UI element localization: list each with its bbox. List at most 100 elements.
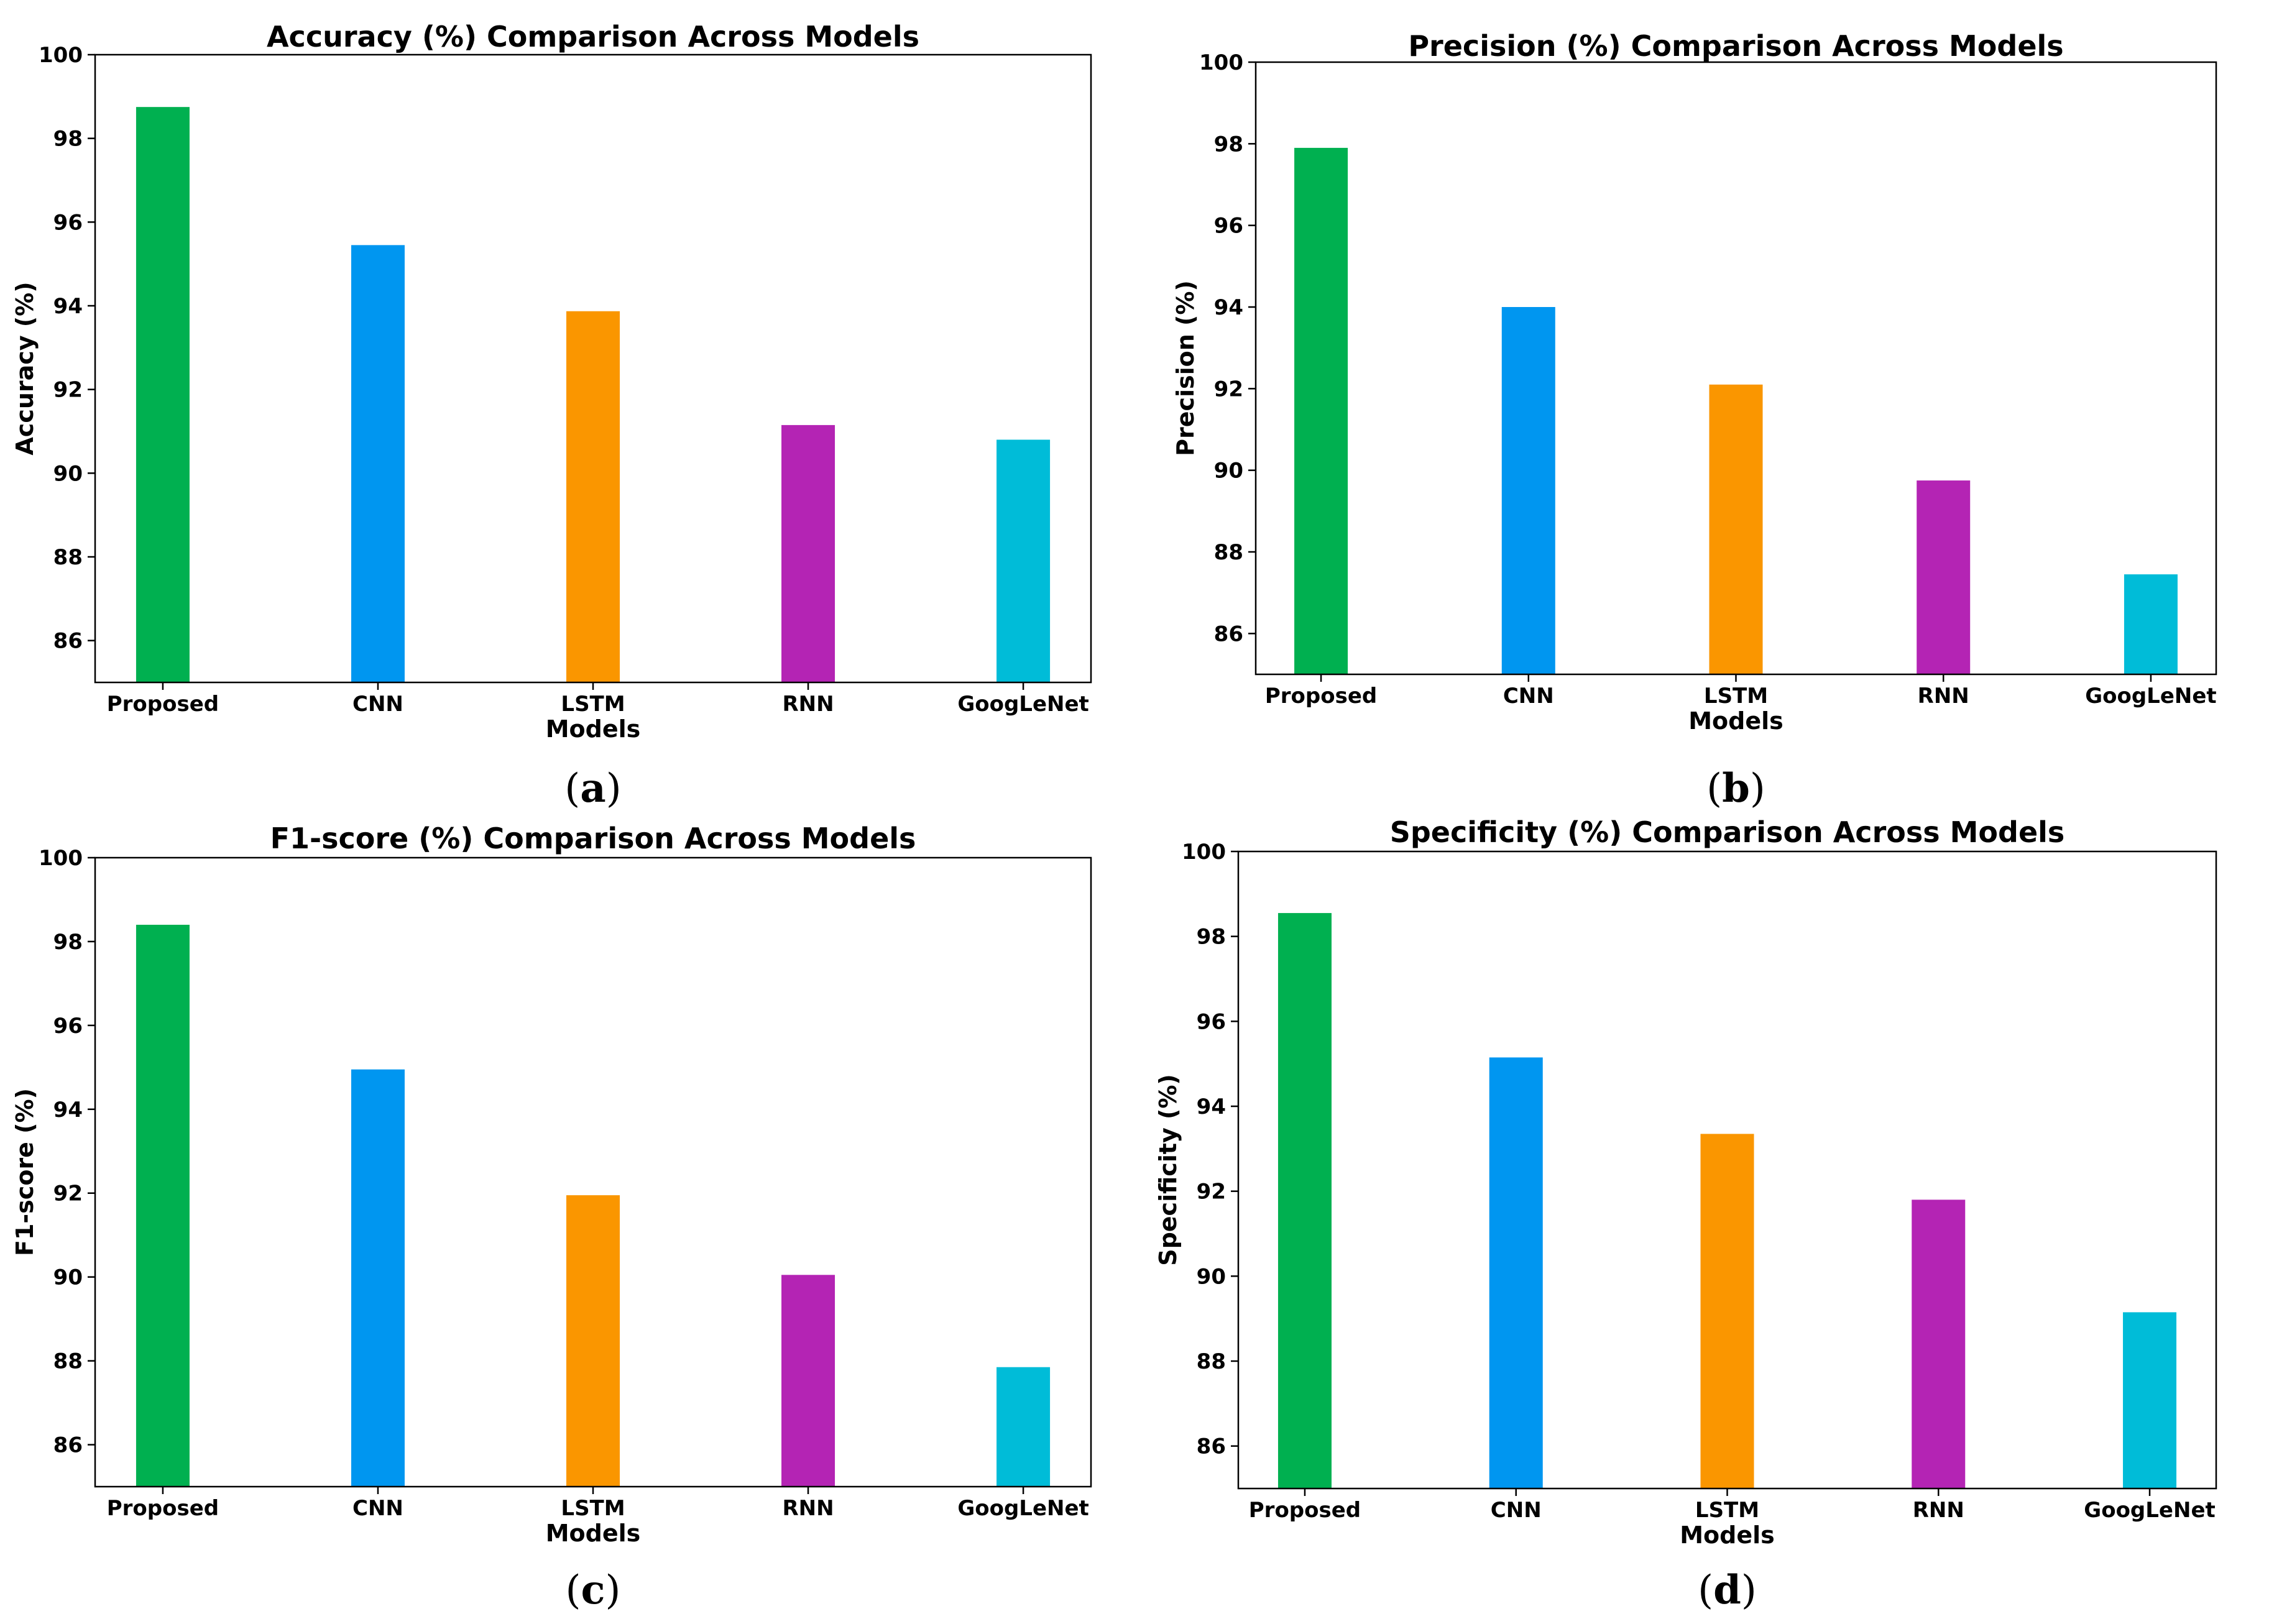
bar-rnn bbox=[1917, 480, 1971, 674]
x-tick-label: LSTM bbox=[1704, 684, 1768, 709]
x-tick-label: LSTM bbox=[561, 1496, 625, 1521]
x-tick-label: CNN bbox=[1491, 1498, 1542, 1523]
bar-googlenet bbox=[996, 439, 1051, 682]
y-tick-label: 100 bbox=[1182, 840, 1226, 865]
x-tick-label: RNN bbox=[782, 692, 834, 717]
y-tick-label: 100 bbox=[1199, 50, 1243, 75]
bar-lstm bbox=[566, 311, 620, 683]
x-tick-label: GoogLeNet bbox=[957, 1496, 1088, 1521]
x-tick-label: RNN bbox=[1913, 1498, 1964, 1523]
caption-letter: c bbox=[581, 1567, 605, 1613]
x-tick-label: RNN bbox=[1918, 684, 1969, 709]
bar-proposed bbox=[136, 107, 190, 682]
y-tick-label: 96 bbox=[53, 210, 83, 235]
caption-close: ) bbox=[606, 766, 622, 812]
y-tick-label: 86 bbox=[1197, 1434, 1226, 1459]
x-tick-label: CNN bbox=[352, 692, 403, 717]
chart-panel-a: 86 88 90 92 94 96 98 100 Proposed CNN LSTM RNN GoogL… bbox=[11, 20, 1092, 812]
bar-rnn bbox=[781, 1275, 835, 1487]
y-tick-label: 90 bbox=[1197, 1264, 1226, 1289]
y-tick-label: 94 bbox=[1214, 295, 1243, 320]
x-tick-label: GoogLeNet bbox=[2085, 684, 2216, 709]
bar-rnn bbox=[1912, 1200, 1966, 1489]
x-tick-label: CNN bbox=[352, 1496, 403, 1521]
y-axis-label: Specificity (%) bbox=[1154, 1074, 1182, 1266]
bar-cnn bbox=[1501, 307, 1555, 674]
y-axis-label: Accuracy (%) bbox=[11, 282, 39, 455]
y-tick-label: 100 bbox=[39, 43, 83, 68]
x-tick-label: GoogLeNet bbox=[957, 692, 1088, 717]
bar-proposed bbox=[1294, 147, 1348, 674]
x-tick-label: RNN bbox=[782, 1496, 834, 1521]
y-tick-label: 86 bbox=[53, 1433, 83, 1458]
bar-lstm bbox=[1709, 384, 1763, 674]
caption-close: ) bbox=[1741, 1567, 1757, 1613]
chart-panel-d: 86 88 90 92 94 96 98 100 Proposed CNN LSTM RNN GoogL… bbox=[1154, 815, 2217, 1613]
x-axis-label: Models bbox=[546, 1520, 641, 1547]
y-tick-label: 88 bbox=[1197, 1349, 1226, 1374]
bar-lstm bbox=[1700, 1134, 1754, 1489]
y-tick-label: 92 bbox=[53, 1181, 83, 1206]
y-tick-label: 90 bbox=[53, 461, 83, 486]
y-tick-label: 88 bbox=[53, 1349, 83, 1374]
chart-title: Precision (%) Comparison Across Models bbox=[1408, 29, 2063, 63]
y-tick-label: 94 bbox=[53, 1098, 83, 1122]
y-axis-label: Precision (%) bbox=[1172, 280, 1199, 456]
y-tick-label: 96 bbox=[53, 1014, 83, 1039]
caption-letter: a bbox=[580, 765, 605, 812]
panel-caption: (a) bbox=[564, 765, 621, 812]
y-tick-label: 94 bbox=[1197, 1094, 1226, 1119]
y-tick-label: 90 bbox=[53, 1265, 83, 1290]
caption-open: ( bbox=[1706, 766, 1722, 812]
y-tick-label: 94 bbox=[53, 294, 83, 319]
x-tick-label: LSTM bbox=[561, 692, 625, 717]
x-tick-label: LSTM bbox=[1695, 1498, 1759, 1523]
x-tick-label: Proposed bbox=[1249, 1498, 1361, 1523]
y-axis-label: F1-score (%) bbox=[11, 1088, 39, 1256]
bar-googlenet bbox=[2124, 574, 2178, 674]
bar-rnn bbox=[781, 424, 835, 682]
chart-title: Accuracy (%) Comparison Across Models bbox=[267, 20, 919, 53]
x-tick-label: Proposed bbox=[107, 1496, 219, 1521]
y-tick-label: 86 bbox=[1214, 622, 1243, 646]
x-tick-label: GoogLeNet bbox=[2084, 1498, 2215, 1523]
y-tick-label: 88 bbox=[53, 545, 83, 570]
bar-proposed bbox=[136, 924, 190, 1487]
bar-googlenet bbox=[996, 1367, 1051, 1487]
y-tick-label: 100 bbox=[39, 846, 83, 871]
bar-cnn bbox=[1489, 1057, 1543, 1489]
chart-title: Specificity (%) Comparison Across Models bbox=[1390, 815, 2065, 849]
chart-panel-b: 86 88 90 92 94 96 98 100 Proposed CNN LSTM RNN GoogL… bbox=[1172, 29, 2217, 812]
y-tick-label: 90 bbox=[1214, 459, 1243, 484]
bar-lstm bbox=[566, 1195, 620, 1487]
x-axis-label: Models bbox=[546, 715, 641, 743]
chart-title: F1-score (%) Comparison Across Models bbox=[270, 822, 916, 855]
y-tick-label: 86 bbox=[53, 629, 83, 654]
x-tick-label: Proposed bbox=[1265, 684, 1377, 709]
caption-close: ) bbox=[605, 1567, 620, 1613]
caption-open: ( bbox=[564, 766, 580, 812]
x-axis-label: Models bbox=[1688, 707, 1783, 735]
x-tick-label: CNN bbox=[1503, 684, 1554, 709]
bar-cnn bbox=[351, 245, 405, 682]
y-tick-label: 98 bbox=[53, 127, 83, 152]
y-tick-label: 98 bbox=[1197, 925, 1226, 950]
caption-open: ( bbox=[566, 1567, 581, 1613]
y-tick-label: 88 bbox=[1214, 540, 1243, 565]
caption-letter: d bbox=[1713, 1567, 1741, 1613]
caption-letter: b bbox=[1722, 765, 1750, 812]
y-tick-label: 92 bbox=[53, 378, 83, 403]
caption-close: ) bbox=[1750, 766, 1765, 812]
x-axis-label: Models bbox=[1680, 1521, 1775, 1549]
y-tick-label: 92 bbox=[1197, 1180, 1226, 1204]
panel-caption: (c) bbox=[566, 1567, 621, 1613]
y-tick-label: 98 bbox=[1214, 132, 1243, 157]
bar-cnn bbox=[351, 1069, 405, 1487]
panel-caption: (b) bbox=[1706, 765, 1765, 812]
y-tick-label: 92 bbox=[1214, 377, 1243, 401]
panel-caption: (d) bbox=[1698, 1567, 1757, 1613]
y-tick-label: 96 bbox=[1197, 1009, 1226, 1034]
chart-panel-c: 86 88 90 92 94 96 98 100 Proposed CNN LSTM RNN GoogL… bbox=[11, 822, 1092, 1613]
bar-googlenet bbox=[2123, 1312, 2177, 1489]
